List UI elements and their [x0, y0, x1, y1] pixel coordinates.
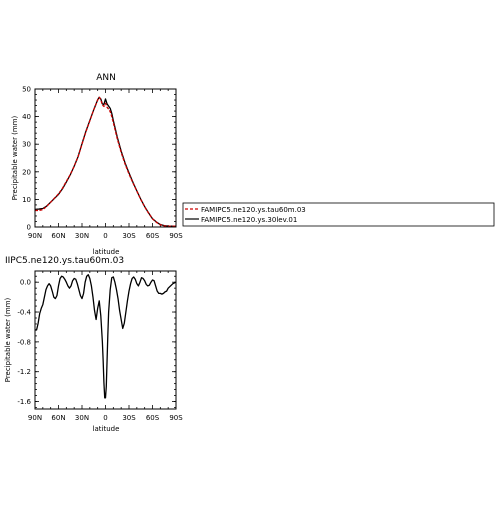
x-tick-label: 30S [122, 232, 136, 240]
x-tick-label: 60N [51, 414, 65, 422]
bottom-x-axis-label: latitude [93, 425, 120, 433]
series-line-1 [35, 274, 177, 399]
series-line-1 [35, 96, 176, 227]
x-tick-label: 30N [75, 414, 89, 422]
top-axis-ticks [34, 88, 177, 228]
y-tick-label: 10 [22, 196, 31, 204]
bottom-y-axis-label: Precipitable water (mm) [4, 297, 12, 382]
x-tick-label: 90N [28, 414, 42, 422]
x-tick-label: 0 [103, 414, 107, 422]
x-tick-label: 30S [122, 414, 136, 422]
legend: FAMIPC5.ne120.ys.tau60m.03 FAMIPC5.ne120… [182, 202, 495, 227]
bottom-y-tick-labels: 0.0 -0.4 -0.8 -1.2 -1.6 [17, 279, 31, 406]
y-tick-label: 20 [22, 168, 31, 176]
x-tick-label: 60S [146, 232, 160, 240]
top-x-axis-label: latitude [93, 248, 120, 256]
y-tick-label: -1.6 [17, 398, 31, 406]
y-tick-label: 0 [27, 224, 31, 232]
legend-label-series-2: FAMIPC5.ne120.ys.30lev.01 [201, 216, 297, 224]
legend-box [182, 202, 495, 227]
x-tick-label: 90N [28, 232, 42, 240]
x-tick-label: 30N [75, 232, 89, 240]
bottom-plot-frame [34, 270, 177, 410]
top-x-tick-labels: 90N 60N 30N 0 30S 60S 90S [28, 232, 183, 240]
top-panel: ANN 90N 60N 30N 0 30S 60S 90S 0 10 20 30 40 50 lati… [11, 73, 183, 256]
top-plot-frame [34, 88, 177, 228]
y-tick-label: -1.2 [17, 368, 31, 376]
x-tick-label: 0 [103, 232, 107, 240]
series-line-2 [34, 96, 176, 227]
x-tick-label: 90S [169, 414, 183, 422]
y-tick-label: 30 [22, 141, 31, 149]
top-chart-title: ANN [96, 73, 116, 83]
x-tick-label: 60S [146, 414, 160, 422]
bottom-plot-lines [35, 274, 177, 399]
y-tick-label: -0.8 [17, 338, 31, 346]
bottom-x-tick-labels: 90N 60N 30N 0 30S 60S 90S [28, 414, 183, 422]
y-tick-label: 40 [22, 113, 31, 121]
y-tick-label: 50 [22, 86, 31, 94]
y-tick-label: 0.0 [20, 279, 31, 287]
bottom-chart-title: IIPC5.ne120.ys.tau60m.03 [5, 256, 124, 266]
x-tick-label: 60N [51, 232, 65, 240]
top-plot-lines [34, 96, 176, 227]
bottom-panel: IIPC5.ne120.ys.tau60m.03 90N 60N 30N 0 30S 60… [4, 256, 183, 433]
legend-label-series-1: FAMIPC5.ne120.ys.tau60m.03 [201, 206, 306, 214]
top-y-axis-label: Precipitable water (mm) [11, 115, 19, 200]
top-y-tick-labels: 0 10 20 30 40 50 [22, 86, 31, 232]
x-tick-label: 90S [169, 232, 183, 240]
y-tick-label: -0.4 [17, 309, 31, 317]
bottom-axis-ticks [34, 271, 177, 409]
